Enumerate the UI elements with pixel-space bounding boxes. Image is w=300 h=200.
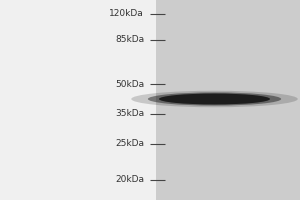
Text: 35kDa: 35kDa [115, 110, 144, 118]
Ellipse shape [159, 94, 270, 104]
Text: 50kDa: 50kDa [115, 80, 144, 88]
Bar [0, 0, 156, 200]
Bar [156, 0, 300, 200]
Text: 85kDa: 85kDa [115, 36, 144, 45]
Text: 25kDa: 25kDa [115, 140, 144, 148]
Text: 120kDa: 120kDa [109, 9, 144, 19]
Ellipse shape [148, 92, 281, 106]
Ellipse shape [131, 91, 298, 107]
Text: 20kDa: 20kDa [115, 176, 144, 184]
